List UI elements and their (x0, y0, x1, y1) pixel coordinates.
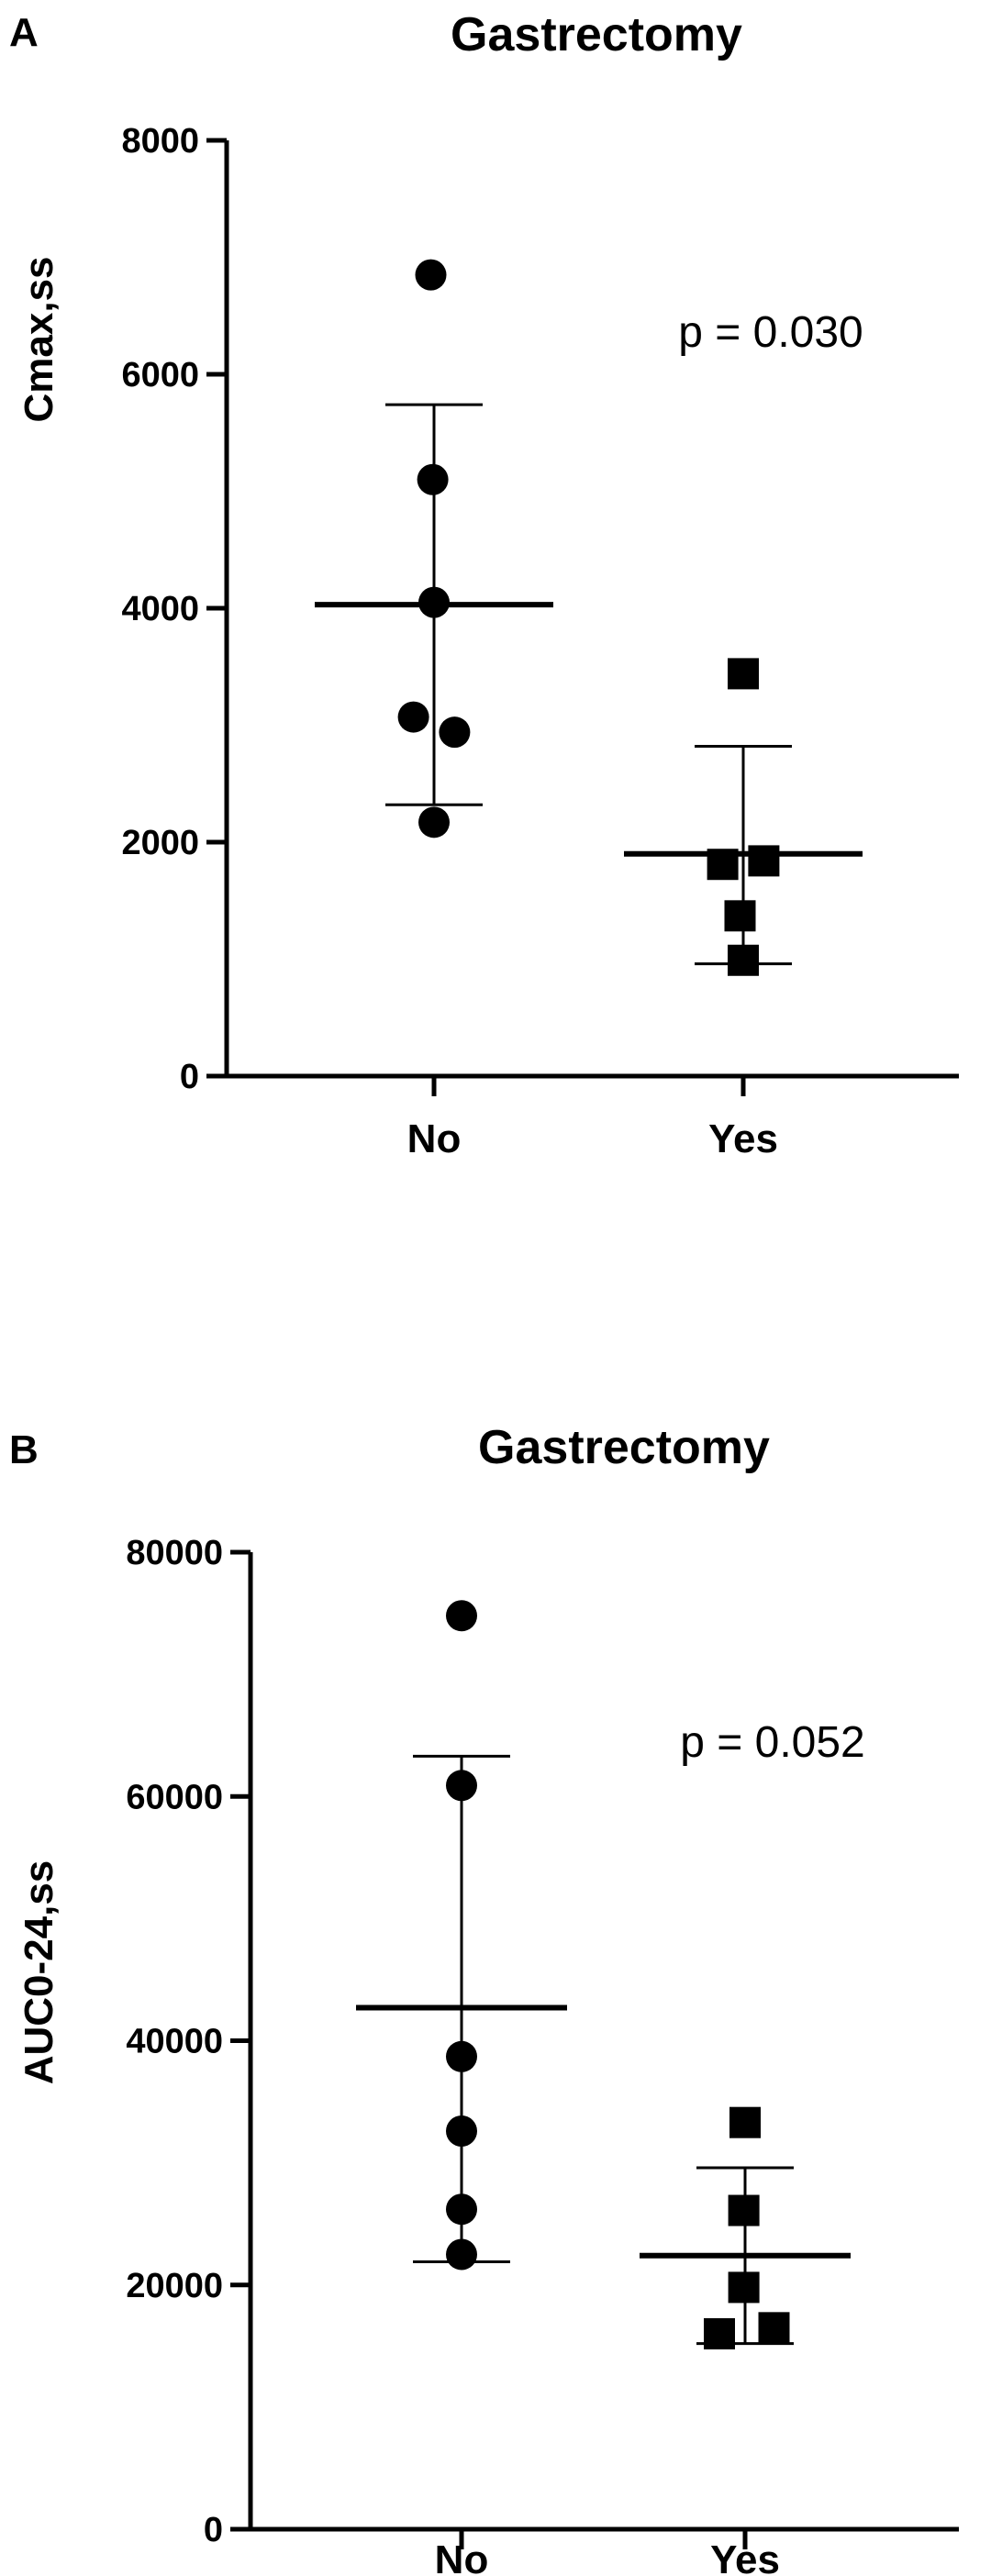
panel-b-no-point (446, 2193, 477, 2226)
panel-b-no-point (446, 2040, 477, 2072)
panel-a: A Gastrectomy Cmax,ss p = 0.030 0 2000 400… (9, 8, 959, 1161)
panel-b-y-tick-label: 20000 (126, 2267, 223, 2305)
panel-b: B Gastrectomy AUC0-24,ss p = 0.052 0 2000… (9, 1421, 959, 2576)
panel-b-plot: 0 20000 40000 60000 80000 No Yes (126, 1534, 959, 2576)
panel-a-no-point (417, 463, 449, 495)
panel-b-y-tick-label: 40000 (126, 2023, 223, 2061)
panel-b-yes-point (729, 2106, 761, 2138)
panel-a-ylabel: Cmax,ss (17, 256, 61, 422)
panel-b-yes-point (704, 2318, 735, 2349)
panel-b-no-point (446, 2238, 477, 2271)
panel-a-no-point (439, 716, 471, 749)
panel-b-yes-point (728, 2194, 760, 2226)
panel-a-letter: A (9, 10, 39, 55)
panel-a-y-tick-label: 0 (180, 1058, 199, 1096)
panel-a-no-point (415, 259, 447, 291)
panel-a-y-tick-label: 2000 (121, 824, 199, 862)
panel-a-no-point (418, 806, 450, 838)
panel-b-no-point (446, 2115, 477, 2148)
panel-b-title: Gastrectomy (478, 1421, 770, 1474)
panel-b-yes-point (758, 2312, 790, 2344)
panel-a-yes-point (748, 845, 780, 877)
panel-a-x-tick-label: No (407, 1116, 462, 1161)
panel-a-p-value: p = 0.030 (678, 308, 863, 357)
panel-a-y-tick-label: 4000 (121, 590, 199, 628)
panel-a-no-point (397, 701, 429, 733)
panel-a-no-point (418, 586, 450, 618)
panel-b-letter: B (9, 1427, 39, 1472)
panel-b-p-value: p = 0.052 (680, 1718, 865, 1767)
panel-b-y-tick-label: 0 (204, 2511, 223, 2549)
panel-b-y-tick-label: 80000 (126, 1534, 223, 1572)
panel-b-y-tick-label: 60000 (126, 1778, 223, 1816)
panel-b-yes-point (728, 2271, 760, 2304)
panel-a-yes-point (707, 849, 739, 881)
panel-a-y-tick-label: 8000 (121, 122, 199, 161)
panel-b-x-tick-label: Yes (710, 2537, 780, 2576)
panel-b-x-tick-label: No (435, 2537, 489, 2576)
panel-a-yes-point (724, 900, 756, 932)
panel-a-y-tick-label: 6000 (121, 356, 199, 394)
panel-a-yes-point (728, 944, 759, 976)
panel-a-x-tick-label: Yes (708, 1116, 778, 1161)
panel-a-yes-point (728, 658, 759, 690)
panel-a-title: Gastrectomy (451, 8, 742, 61)
panel-b-no-point (446, 1770, 477, 1802)
panel-a-plot: 0 2000 4000 6000 8000 No Yes (121, 122, 959, 1161)
panel-b-ylabel: AUC0-24,ss (17, 1860, 61, 2085)
panel-b-no-point (446, 1600, 477, 1632)
